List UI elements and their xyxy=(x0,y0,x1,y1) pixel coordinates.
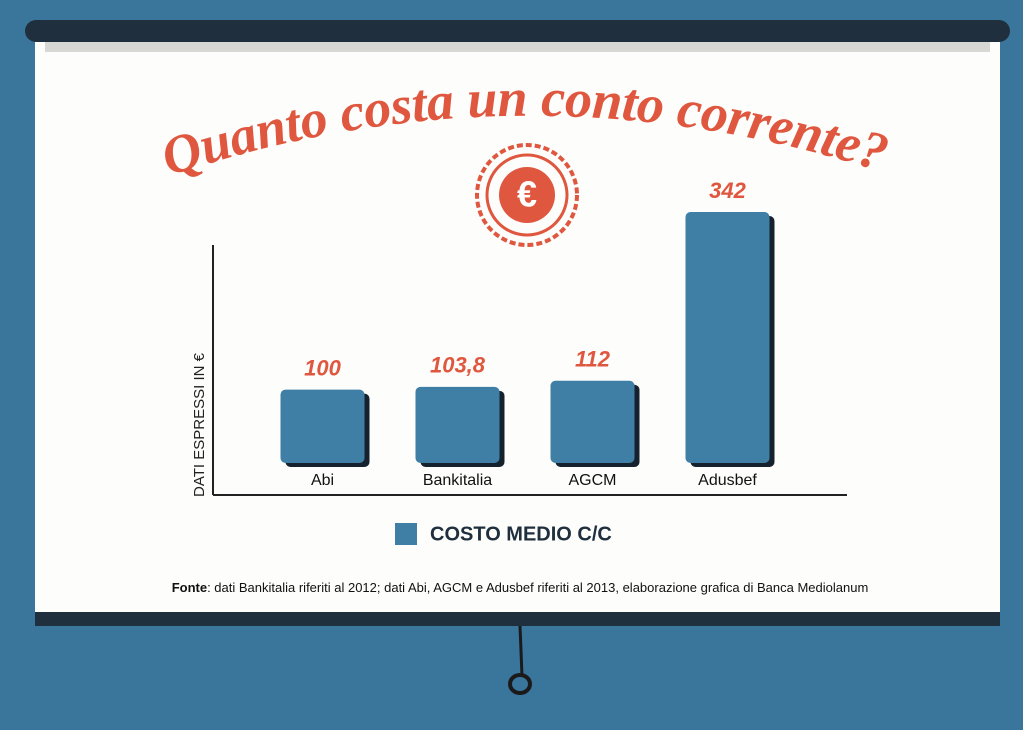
x-tick-label: Bankitalia xyxy=(423,472,492,489)
bar xyxy=(551,381,635,463)
badge-symbol: € xyxy=(517,174,537,215)
bar xyxy=(416,387,500,463)
value-label: 103,8 xyxy=(430,353,486,378)
value-label: 342 xyxy=(709,178,746,203)
top-rod xyxy=(25,20,1010,42)
source-note: Fonte: dati Bankitalia riferiti al 2012;… xyxy=(172,580,869,595)
value-label: 112 xyxy=(575,347,611,372)
value-label: 100 xyxy=(304,355,341,380)
page: {"chart_data": {"type": "bar", "title": … xyxy=(0,0,1023,730)
bar xyxy=(686,212,770,463)
source-text: : dati Bankitalia riferiti al 2012; dati… xyxy=(207,580,868,595)
legend-label: COSTO MEDIO C/C xyxy=(430,523,612,545)
x-tick-label: Abi xyxy=(311,472,334,489)
bar xyxy=(281,390,365,463)
source-label: Fonte xyxy=(172,580,207,595)
chart: Quanto costa un conto corrente? € DATI E… xyxy=(0,0,1023,730)
pull-string xyxy=(520,626,522,676)
x-tick-label: Adusbef xyxy=(698,472,757,489)
x-tick-label: AGCM xyxy=(569,472,617,489)
top-shade xyxy=(45,42,990,52)
bottom-bar xyxy=(35,612,1000,626)
legend-swatch xyxy=(395,523,417,545)
y-axis-label: DATI ESPRESSI IN € xyxy=(191,352,208,497)
